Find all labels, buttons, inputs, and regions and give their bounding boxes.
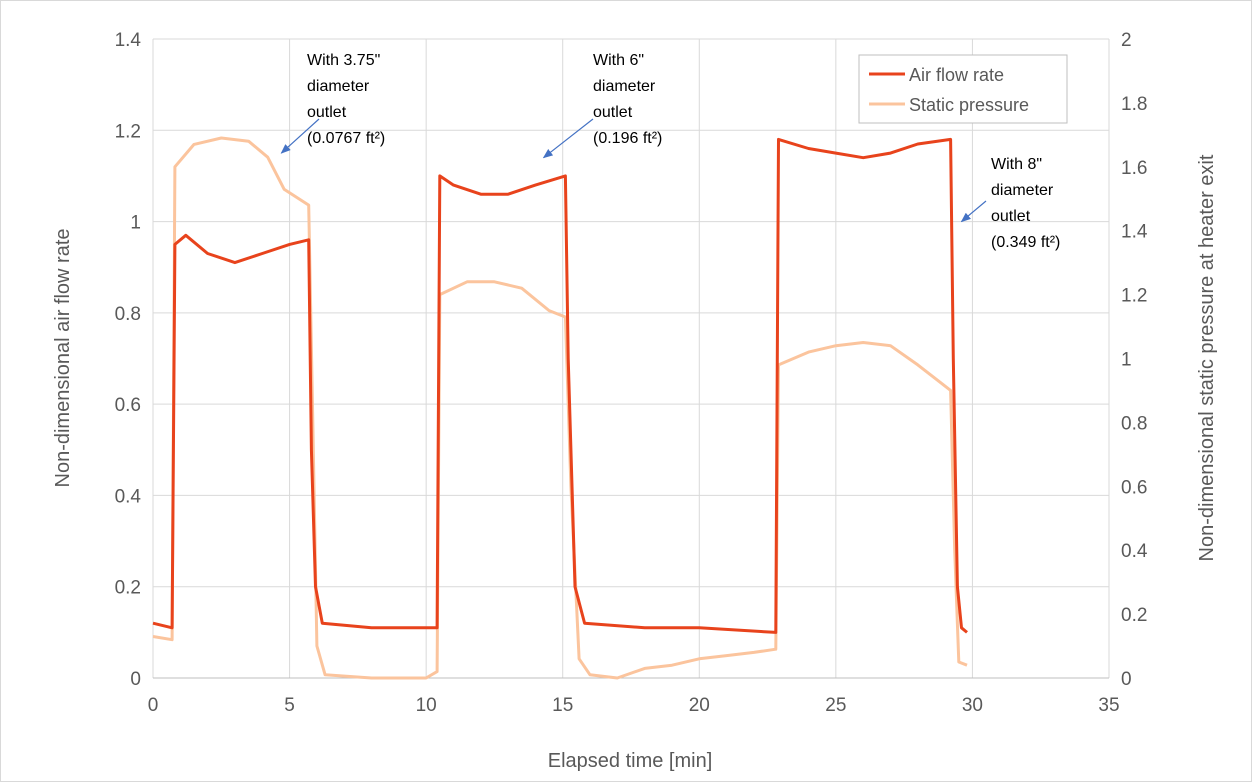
x-tick-label: 20 [689,695,710,716]
legend-label-air-flow-rate: Air flow rate [909,65,1004,85]
y2-tick-label: 0 [1121,669,1132,690]
y2-tick-label: 1.4 [1121,222,1148,243]
y2-tick-label: 1.6 [1121,158,1147,179]
y2-tick-label: 1.2 [1121,286,1147,307]
annotation-text: (0.0767 ft²) [307,130,385,147]
x-tick-label: 0 [148,695,159,716]
annotation-text: With 3.75" [307,52,380,69]
annotation-text: diameter [991,182,1054,199]
series-line-static-pressure [152,136,968,680]
y-tick-label: 1.2 [115,121,141,142]
y2-tick-label: 0.6 [1121,477,1147,498]
annotation-text: diameter [307,78,370,95]
x-tick-label: 30 [962,695,983,716]
annotation-arrow [960,200,987,223]
x-tick-label: 35 [1098,695,1119,716]
y2-tick-label: 0.8 [1121,413,1147,434]
legend: Air flow rate Static pressure [858,54,1068,124]
annotation-text: outlet [593,104,633,121]
annotation-text: outlet [991,208,1031,225]
series-line-air-flow-rate [152,137,968,634]
y2-tick-label: 1 [1121,350,1132,371]
y2-tick-label: 0.2 [1121,605,1147,626]
annotation-arrow [280,118,320,154]
annotation-text: outlet [307,104,347,121]
legend-box [858,54,1068,124]
x-axis-title: Elapsed time [min] [548,750,713,772]
y2-axis-title: Non-dimensional static pressure at heate… [1196,154,1218,561]
x-tick-label: 5 [284,695,295,716]
y-tick-label: 1.4 [115,30,142,51]
x-tick-label: 10 [416,695,437,716]
y-tick-label: 0.4 [115,486,142,507]
annotation-text: (0.196 ft²) [593,130,662,147]
x-tick-label: 15 [552,695,573,716]
y-tick-label: 0.8 [115,304,141,325]
grid [152,38,1110,678]
annotation-text: With 6" [593,52,644,69]
annotation-arrow [542,118,594,159]
annotation-text: (0.349 ft²) [991,234,1060,251]
series-layer [152,136,968,680]
annotation-text: diameter [593,78,656,95]
y-tick-label: 1 [130,213,141,234]
y-tick-label: 0.2 [115,578,141,599]
annotation-2: With 6" diameter outlet (0.196 ft²) [542,52,662,159]
x-tick-label: 25 [825,695,846,716]
y2-tick-label: 2 [1121,30,1132,51]
y2-tick-label: 1.8 [1121,94,1147,115]
y-axis-title: Non-dimensional air flow rate [52,228,74,487]
annotation-3: With 8" diameter outlet (0.349 ft²) [960,156,1060,251]
y-tick-label: 0.6 [115,395,141,416]
y-tick-label: 0 [130,669,141,690]
annotation-1: With 3.75" diameter outlet (0.0767 ft²) [280,52,385,154]
y2-tick-label: 0.4 [1121,541,1148,562]
axes: 00.20.40.60.811.21.40 5 10 15 20 25 30 3500.20.… [115,30,1148,716]
annotation-text: With 8" [991,156,1042,173]
legend-label-static-pressure: Static pressure [909,95,1029,115]
